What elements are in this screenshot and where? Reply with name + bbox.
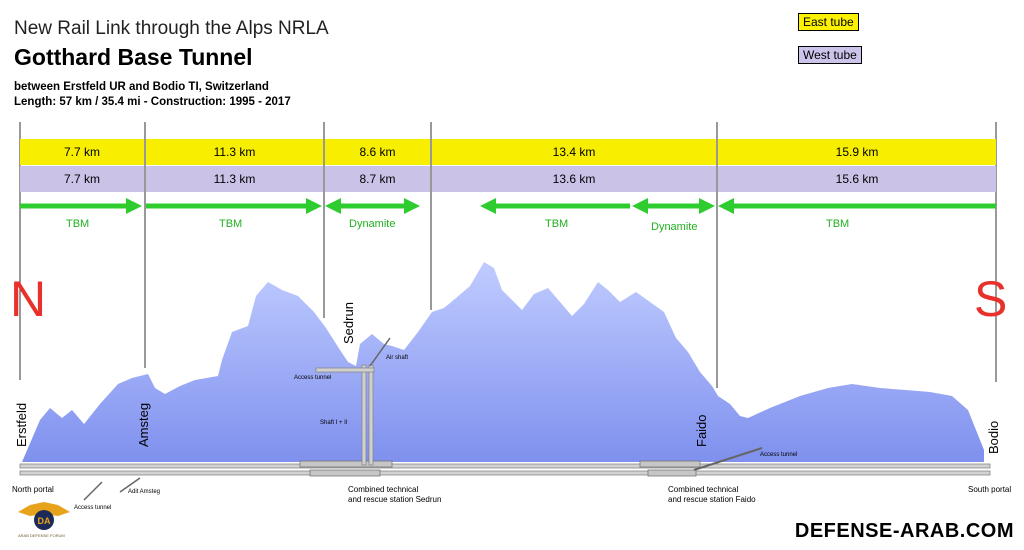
sedrun-station-line1: Combined technical xyxy=(348,485,419,494)
west-segment-2: 11.3 km xyxy=(146,166,323,192)
faido-station-line2: and rescue station Faido xyxy=(668,495,756,504)
forum-logo-shape: DA xyxy=(18,502,70,530)
south-label: S xyxy=(974,271,1008,327)
mountain-profile xyxy=(22,262,984,462)
location-line: between Erstfeld UR and Bodio TI, Switze… xyxy=(14,81,269,93)
site-watermark: DEFENSE-ARAB.COM xyxy=(794,520,1014,542)
diagram-subtitle: New Rail Link through the Alps NRLA xyxy=(14,18,329,39)
section-dividers xyxy=(19,122,997,388)
svg-text:DA: DA xyxy=(38,516,51,526)
west-segment-3: 8.7 km xyxy=(325,166,430,192)
place-faido: Faido xyxy=(694,414,709,447)
access-tunnel-north-label: Access tunnel xyxy=(74,505,112,511)
place-sedrun: Sedrun xyxy=(341,302,356,344)
tunnel-tubes xyxy=(19,463,991,476)
adit-amsteg-label: Adit Amsteg xyxy=(128,489,161,495)
place-erstfeld: Erstfeld xyxy=(14,402,29,447)
method-label-3: Dynamite xyxy=(349,218,396,230)
length-construction-line: Length: 57 km / 35.4 mi - Construction: … xyxy=(14,96,291,108)
stations xyxy=(299,460,701,477)
north-label: N xyxy=(10,271,47,327)
shaft-label: Shaft I + II xyxy=(320,420,348,426)
legend-west-tube: West tube xyxy=(798,46,862,64)
west-segment-1: 7.7 km xyxy=(20,166,144,192)
east-segment-5: 15.9 km xyxy=(718,139,996,165)
diagram-title: Gotthard Base Tunnel xyxy=(14,44,253,70)
faido-station-line1: Combined technical xyxy=(668,485,739,494)
air-shaft-line xyxy=(369,337,391,367)
method-label-5: Dynamite xyxy=(651,221,698,233)
place-bodio: Bodio xyxy=(986,420,1001,454)
air-shaft-label: Air shaft xyxy=(386,355,409,361)
method-label-6: TBM xyxy=(826,218,850,230)
east-segment-3: 8.6 km xyxy=(325,139,430,165)
amsteg-adit-line xyxy=(119,477,141,493)
north-portal-label: North portal xyxy=(12,485,54,494)
method-label-2: TBM xyxy=(219,218,243,230)
west-segment-5: 15.6 km xyxy=(718,166,996,192)
construction-arrows xyxy=(20,198,996,214)
east-segment-4: 13.4 km xyxy=(432,139,716,165)
access-tunnel-sedrun-label: Access tunnel xyxy=(294,375,332,381)
method-label-1: TBM xyxy=(66,218,90,230)
forum-logo-caption: ARAB DEFENSE FORUM xyxy=(18,533,65,538)
south-portal-label: South portal xyxy=(968,485,1012,494)
west-segment-4: 13.6 km xyxy=(432,166,716,192)
north-access-line xyxy=(83,481,103,501)
access-tunnel-faido-label: Access tunnel xyxy=(760,452,798,458)
sedrun-shaft xyxy=(315,364,375,466)
faido-access-tunnel-line xyxy=(693,447,763,471)
legend-east-tube: East tube xyxy=(798,13,859,31)
method-label-4: TBM xyxy=(545,218,569,230)
east-segment-1: 7.7 km xyxy=(20,139,144,165)
east-segment-2: 11.3 km xyxy=(146,139,323,165)
place-amsteg: Amsteg xyxy=(136,402,151,447)
sedrun-station-line2: and rescue station Sedrun xyxy=(348,495,442,504)
